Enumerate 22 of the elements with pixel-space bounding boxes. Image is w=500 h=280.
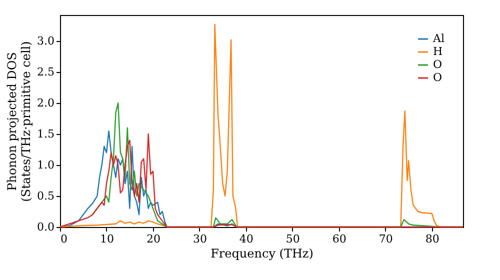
y-tick-label: 1.5 [37, 128, 54, 141]
y-tick-label: 1.0 [37, 158, 54, 172]
x-tick-label: 40 [239, 232, 254, 246]
x-tick-label: 80 [425, 232, 440, 246]
x-axis-title: Frequency (THz) [210, 246, 314, 260]
legend-label: H [433, 45, 443, 58]
legend-label: O [433, 71, 442, 84]
y-tick-label: 2.5 [37, 66, 54, 79]
y-tick-label: 2.0 [37, 96, 54, 110]
y-axis-title: Phonon projected DOS (States/THz·primitive cell) [5, 41, 34, 202]
x-tick-label: 30 [192, 232, 207, 246]
x-tick-label: 70 [378, 232, 393, 246]
y-tick-label: 0.5 [37, 190, 54, 203]
y-tick-label: 3.0 [37, 34, 54, 48]
x-tick-label: 60 [332, 232, 346, 246]
x-tick-label: 10 [100, 232, 114, 246]
legend-label: Al [432, 32, 445, 45]
x-tick-label: 50 [286, 232, 300, 246]
legend-label: O [433, 58, 442, 71]
x-tick-label: 20 [146, 232, 160, 246]
y-tick-label: 0.0 [37, 220, 54, 234]
x-tick-label: 0 [60, 232, 68, 246]
